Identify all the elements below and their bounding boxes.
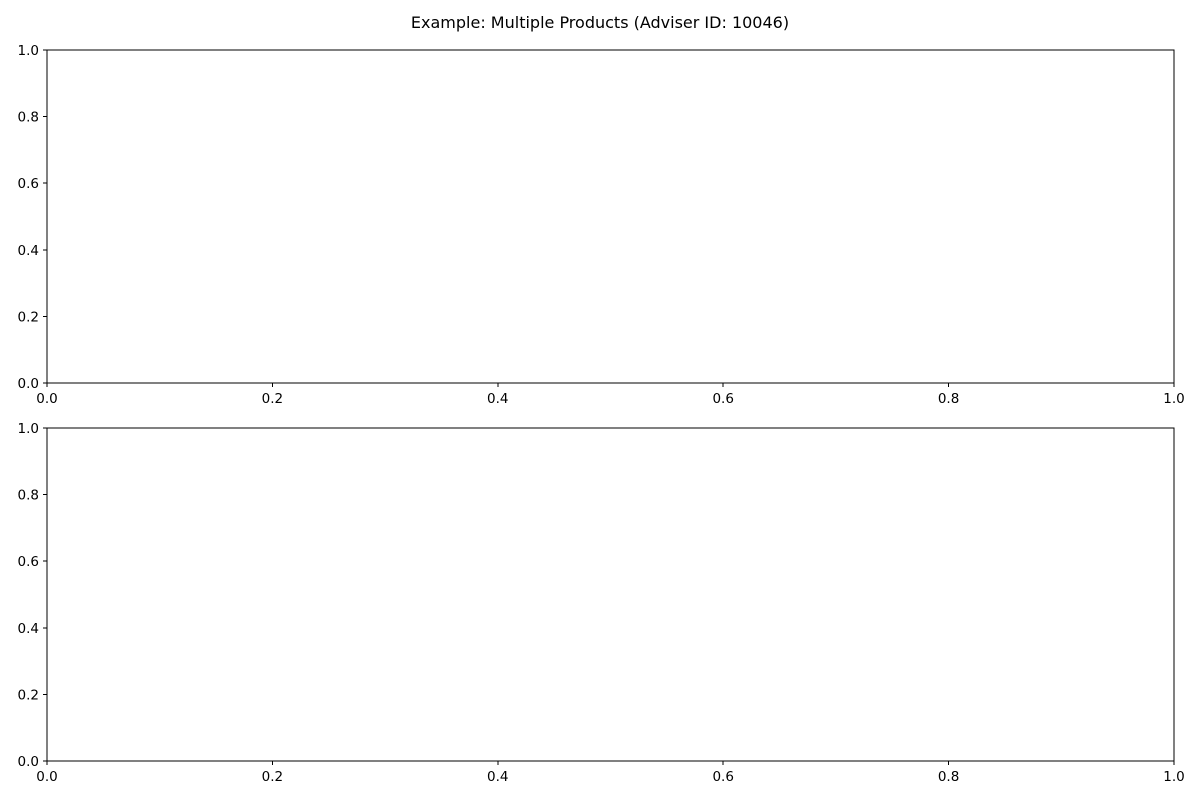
top-x-tick-label: 0.4 (487, 391, 508, 407)
bottom-x-tick-label: 1.0 (1163, 769, 1184, 785)
top-x-tick-label: 0.2 (262, 391, 283, 407)
bottom-y-tick-label: 1.0 (18, 421, 39, 437)
figure-suptitle: Example: Multiple Products (Adviser ID: … (411, 13, 789, 32)
bottom-subplot: 0.0 0.2 0.4 0.6 0.8 1.0 0.0 0.2 0.4 0.6 0.8 1.0 (18, 421, 1185, 785)
top-subplot: 0.0 0.2 0.4 0.6 0.8 1.0 0.0 0.2 0.4 0.6 0.8 1.0 (18, 43, 1185, 407)
bottom-x-tick-label: 0.4 (487, 769, 508, 785)
bottom-x-tick-label: 0.2 (262, 769, 283, 785)
bottom-y-tick-label: 0.2 (18, 687, 39, 703)
bottom-x-tick-label: 0.0 (36, 769, 57, 785)
bottom-y-tick-label: 0.8 (18, 488, 39, 504)
bottom-y-tick-label: 0.4 (18, 621, 39, 637)
top-x-tick-label: 0.6 (712, 391, 733, 407)
top-y-tick-label: 0.0 (18, 376, 39, 392)
top-y-tick-label: 0.4 (18, 243, 39, 259)
bottom-y-tick-label: 0.0 (18, 754, 39, 770)
top-y-tick-label: 0.8 (18, 110, 39, 126)
top-y-tick-label: 0.2 (18, 309, 39, 325)
bottom-axes-frame (46, 427, 1175, 762)
top-y-tick-label: 0.6 (18, 176, 39, 192)
bottom-x-tick-label: 0.8 (938, 769, 959, 785)
bottom-y-tick-label: 0.6 (18, 554, 39, 570)
top-x-tick-label: 0.8 (938, 391, 959, 407)
top-axes-frame (46, 49, 1175, 384)
top-x-tick-label: 0.0 (36, 391, 57, 407)
top-y-tick-label: 1.0 (18, 43, 39, 59)
top-x-tick-label: 1.0 (1163, 391, 1184, 407)
bottom-x-tick-label: 0.6 (712, 769, 733, 785)
